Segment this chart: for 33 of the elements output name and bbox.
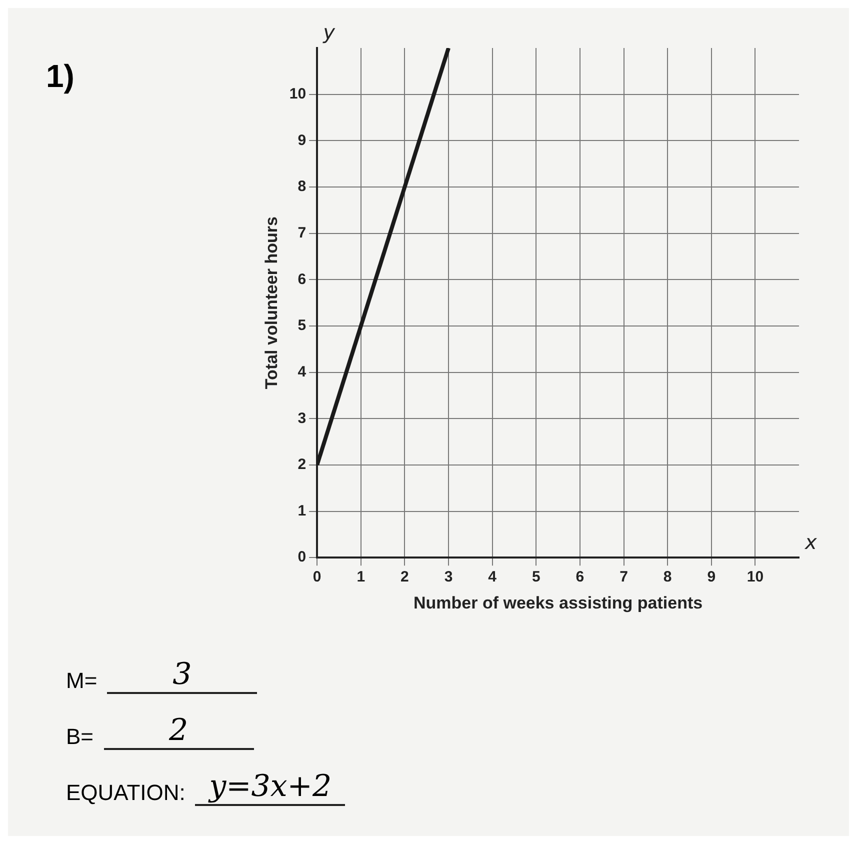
x-tick-label: 10 bbox=[746, 568, 764, 586]
x-axis-title: Number of weeks assisting patients bbox=[413, 593, 703, 612]
y-tick-label: 2 bbox=[298, 456, 306, 474]
x-tick-label: 6 bbox=[576, 568, 584, 586]
x-tick-label: 2 bbox=[400, 568, 409, 586]
x-tick-label: 4 bbox=[488, 568, 498, 586]
y-tick-label: 10 bbox=[289, 85, 306, 102]
y-tick-label: 6 bbox=[298, 270, 306, 288]
y-tick-label: 3 bbox=[298, 410, 306, 427]
text: y bbox=[322, 20, 336, 44]
text: 2 bbox=[104, 713, 254, 750]
y-axis-title: Total volunteer hours bbox=[262, 216, 281, 390]
text: EQUATION: bbox=[66, 780, 186, 806]
x-tick-label: 7 bbox=[620, 568, 628, 586]
y-tick-label: 0 bbox=[298, 548, 306, 566]
text: 1) bbox=[46, 58, 74, 95]
text: y=3x+2 bbox=[195, 769, 346, 806]
x-tick-label: 8 bbox=[663, 568, 672, 586]
x-tick-label: 5 bbox=[532, 568, 540, 586]
y-tick-label: 5 bbox=[298, 317, 306, 334]
text: x bbox=[804, 530, 817, 554]
y-tick-label: 9 bbox=[298, 132, 306, 149]
text: M= bbox=[66, 668, 98, 694]
y-tick-label: 1 bbox=[298, 502, 306, 520]
x-tick-label: 1 bbox=[356, 568, 366, 586]
x-tick-label: 0 bbox=[312, 568, 322, 586]
text: 3 bbox=[107, 657, 258, 694]
x-tick-label: 9 bbox=[707, 568, 716, 586]
x-tick-label: 3 bbox=[444, 568, 453, 586]
y-tick-label: 4 bbox=[298, 363, 307, 380]
text: B= bbox=[66, 724, 94, 750]
y-tick-label: 8 bbox=[298, 178, 306, 196]
y-tick-label: 7 bbox=[298, 224, 306, 242]
